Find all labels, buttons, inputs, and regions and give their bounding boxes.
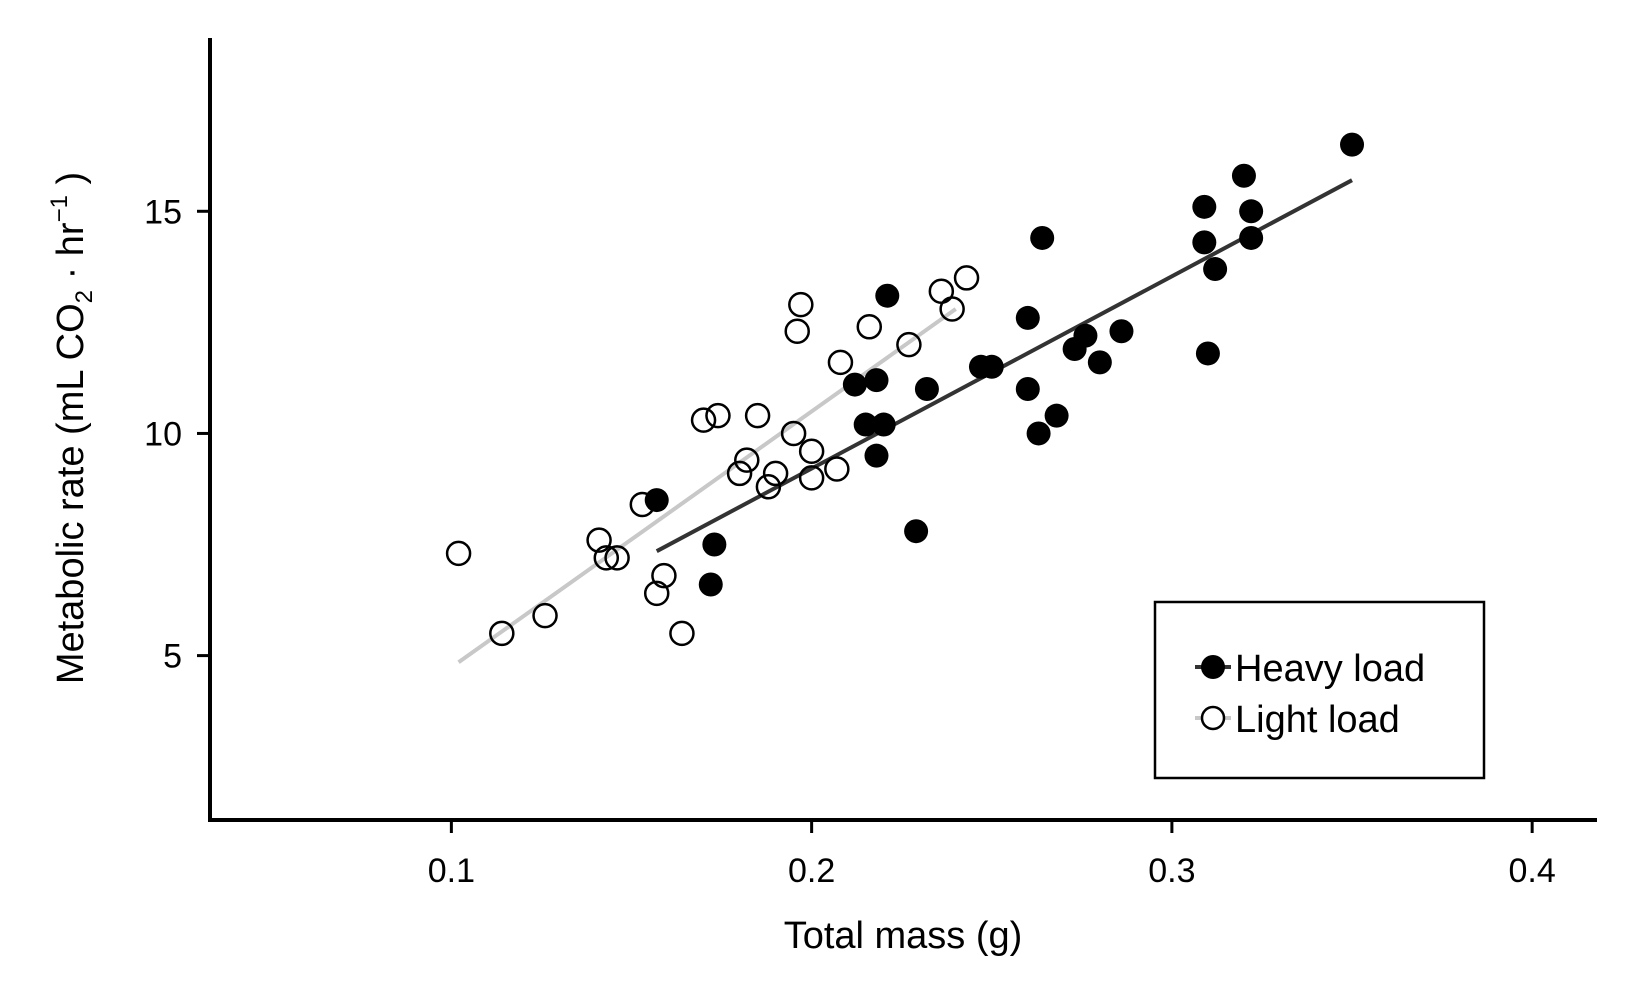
light-load-fit-line [457, 307, 957, 664]
light-load-point [643, 580, 670, 607]
x-axis-ticks: 0.1 0.2 0.3 0.4 [428, 820, 1556, 890]
legend-box [1153, 600, 1486, 780]
light-load-point [651, 562, 677, 589]
heavy-load-point [1015, 305, 1040, 330]
heavy-load-point [904, 519, 929, 544]
heavy-load-fit-line [655, 178, 1353, 553]
legend: Heavy load Light load [1153, 600, 1486, 780]
light-load-point [604, 545, 630, 571]
heavy-load-point [702, 532, 727, 557]
heavy-load-point [698, 572, 723, 597]
legend-light-marker [1200, 705, 1226, 731]
light-load-point [744, 402, 771, 429]
light-load-point [784, 318, 810, 344]
heavy-load-point [1026, 421, 1051, 446]
heavy-load-point [875, 283, 900, 308]
heavy-load-point [1030, 225, 1055, 250]
y-tick-label: 5 [163, 638, 182, 676]
light-load-point [788, 291, 814, 318]
light-load-point [928, 278, 955, 305]
light-load-point [705, 402, 731, 429]
heavy-load-point [871, 412, 896, 437]
light-load-point [586, 527, 612, 553]
legend-heavy-label: Heavy load [1235, 648, 1425, 690]
light-load-point [690, 407, 717, 433]
y-axis-title-superscript: −1 [46, 195, 73, 222]
heavy-load-point [1192, 194, 1217, 219]
y-axis-title-main: Metabolic rate (mL CO [50, 303, 92, 684]
y-axis-title-end: ) [50, 172, 92, 195]
heavy-load-point [1239, 225, 1264, 250]
heavy-load-point [1195, 341, 1220, 366]
y-axis-title-mid: · hr [50, 222, 92, 290]
heavy-load-point [1109, 319, 1134, 344]
x-axis-title: Total mass (g) [784, 915, 1023, 957]
light-load-point [593, 545, 620, 571]
y-axis-ticks: 5 10 15 [144, 193, 210, 676]
light-load-point [629, 491, 656, 518]
heavy-load-point [1015, 377, 1040, 402]
heavy-load-point [864, 368, 889, 393]
heavy-load-point [644, 488, 669, 513]
legend-light-label: Light load [1235, 699, 1400, 741]
y-axis-title-subscript: 2 [71, 290, 98, 303]
heavy-load-point [1073, 323, 1098, 348]
heavy-load-point [853, 412, 878, 437]
data-points [445, 132, 1365, 647]
light-load-point [827, 349, 854, 376]
light-load-point [762, 460, 789, 487]
heavy-load-point [864, 443, 889, 468]
light-load-point [798, 465, 825, 491]
light-load-point [780, 420, 807, 447]
heavy-load-point [1239, 199, 1264, 224]
x-tick-label: 0.3 [1148, 852, 1195, 890]
fit-lines [457, 178, 1353, 664]
light-load-point [798, 438, 825, 464]
y-axis-title: Metabolic rate (mL CO2 · hr−1 ) [46, 172, 98, 684]
x-tick-label: 0.1 [428, 852, 475, 890]
light-load-point [953, 265, 980, 291]
light-load-point [445, 540, 472, 567]
light-load-point [532, 602, 558, 629]
light-load-point [755, 474, 782, 500]
heavy-load-point [1231, 163, 1256, 188]
x-tick-label: 0.4 [1509, 852, 1556, 890]
heavy-load-point [979, 354, 1004, 379]
heavy-load-point [1192, 230, 1217, 255]
x-tick-label: 0.2 [788, 852, 835, 890]
heavy-load-point [1044, 403, 1069, 428]
light-load-point [489, 620, 515, 647]
light-load-point [856, 314, 883, 340]
light-load-point [896, 331, 922, 358]
legend-heavy-marker [1201, 655, 1225, 679]
heavy-load-point [1203, 257, 1228, 282]
heavy-load-point [1340, 132, 1365, 157]
light-load-point [669, 620, 695, 647]
y-tick-label: 15 [144, 193, 182, 231]
heavy-load-point [842, 372, 867, 397]
light-load-point [939, 296, 965, 322]
light-load-point [726, 460, 753, 487]
light-load-point [824, 456, 850, 482]
light-load-point [734, 447, 760, 473]
heavy-load-point [914, 377, 939, 402]
heavy-load-point [1087, 350, 1112, 375]
y-tick-label: 10 [144, 415, 182, 453]
